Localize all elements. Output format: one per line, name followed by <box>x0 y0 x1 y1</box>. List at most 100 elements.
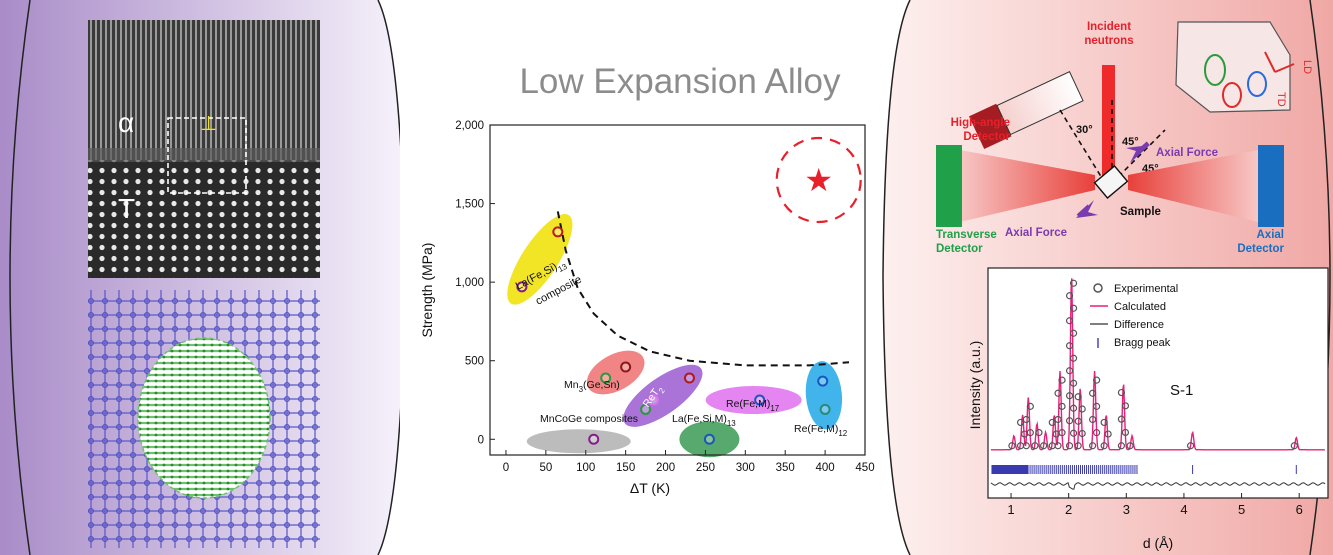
data-point <box>588 433 600 445</box>
experimental-point <box>1186 442 1195 450</box>
experimental-point <box>1093 429 1101 437</box>
experimental-point <box>1069 429 1078 437</box>
experimental-point <box>1078 405 1086 413</box>
experimental-point <box>1100 442 1108 450</box>
experimental-point <box>1104 430 1112 438</box>
atomic-structure-model <box>88 290 320 548</box>
right-panel: Incident neutrons High-angle Detector LD T… <box>882 0 1333 555</box>
legend-difference: Difference <box>1114 319 1164 331</box>
region-re-fe-m- <box>705 386 802 414</box>
x-tick-label: 100 <box>576 462 595 474</box>
strength-vs-deltaT-chart: 0 50 100 150 200 250 300 350 400 450 0 500 1,000 1,50… <box>400 110 880 500</box>
diffraction-traces <box>990 278 1326 490</box>
label-refem17: Re(Fe,M)17 <box>726 398 780 413</box>
incident-beam <box>1102 65 1115 183</box>
experimental-point <box>1117 415 1126 423</box>
experimental-point <box>1065 342 1074 350</box>
region-re-fe-m- <box>805 361 843 430</box>
experimental-point <box>1089 442 1097 450</box>
experimental-point <box>1065 442 1074 450</box>
experimental-point <box>1058 376 1066 384</box>
experimental-point <box>1054 442 1062 450</box>
experimental-point <box>1058 429 1066 437</box>
experimental-point <box>1121 428 1130 437</box>
diffraction-y-label: Intensity (a.u.) <box>967 341 983 430</box>
data-point <box>552 226 564 238</box>
experimental-point <box>1065 317 1074 325</box>
data-point <box>640 403 652 415</box>
chart-axes: 0 50 100 150 200 250 300 350 400 450 0 500 1,000 1,50… <box>455 120 874 474</box>
axial-force-top-label: Axial Force <box>1156 147 1218 159</box>
y-tick-label: 0 <box>478 434 484 446</box>
diffraction-frame <box>987 267 1329 499</box>
label-lafesim: La(Fe,Si,M)13 <box>672 413 736 428</box>
incident-neutrons-label: Incident neutrons <box>1084 21 1133 47</box>
experimental-point <box>1069 404 1078 412</box>
experimental-point <box>1065 292 1074 300</box>
alpha-phase-label: α <box>118 107 134 138</box>
experimental-point <box>1089 389 1097 397</box>
experimental-point <box>1022 415 1030 424</box>
td-label: TD <box>1275 92 1287 107</box>
legend-experimental-marker <box>1093 283 1103 293</box>
ld-label: LD <box>1301 60 1313 74</box>
bragg-dense-block <box>991 465 1029 474</box>
x-tick-label: 50 <box>539 462 552 474</box>
experimental-point <box>1069 329 1078 337</box>
data-point <box>620 361 632 373</box>
transverse-detector-label: Transverse Detector <box>936 229 997 255</box>
region-ret- <box>623 364 703 427</box>
diffraction-x-ticks: 1 2 3 4 5 6 <box>1007 493 1303 517</box>
x-tick-label: 400 <box>816 462 835 474</box>
diff-x-tick-label: 5 <box>1238 502 1245 517</box>
experimental-point <box>1026 402 1034 410</box>
y-tick-label: 500 <box>465 356 484 368</box>
angle-30-label: 30° <box>1076 124 1093 136</box>
experimental-point <box>1069 379 1078 387</box>
axial-detector-label: Axial Detector <box>1237 229 1284 255</box>
legend-bragg: Bragg peak <box>1114 337 1171 349</box>
data-point <box>648 394 660 406</box>
experimental-point <box>1069 279 1078 287</box>
data-point <box>819 403 831 415</box>
region-la-fe-si-m- <box>679 421 740 458</box>
diffraction-pattern-chart: Experimental Calculated Difference Bragg… <box>967 267 1329 551</box>
experimental-point <box>1054 415 1062 424</box>
axial-detector <box>1258 145 1284 227</box>
label-mncoge: MnCoGe composites <box>540 413 638 425</box>
diff-x-tick-label: 2 <box>1065 502 1072 517</box>
x-tick-label: 300 <box>736 462 755 474</box>
experimental-point <box>1026 429 1034 437</box>
target-star-icon: ★ <box>804 161 833 199</box>
experimental-point <box>1022 442 1030 450</box>
experimental-point <box>1065 392 1074 400</box>
legend-experimental: Experimental <box>1114 283 1178 295</box>
data-point <box>516 281 528 293</box>
data-point <box>600 372 612 384</box>
axial-beam <box>1128 150 1258 222</box>
diffraction-legend: Experimental Calculated Difference Bragg… <box>1090 283 1178 349</box>
experimental-point <box>1074 393 1082 401</box>
chart-svg: 0 50 100 150 200 250 300 350 400 450 0 500 1,000 1,50… <box>419 120 875 496</box>
label-refem12: Re(Fe,M)12 <box>794 423 848 438</box>
x-axis-label: ΔT (K) <box>630 480 670 496</box>
diff-x-tick-label: 1 <box>1007 502 1014 517</box>
material-regions <box>507 214 843 458</box>
angle-45-upper-label: 45° <box>1122 136 1139 148</box>
experimental-point <box>1065 367 1074 375</box>
x-tick-label: 450 <box>855 462 874 474</box>
sample-specimen <box>1093 164 1129 200</box>
region-mncoge-composites <box>526 429 631 454</box>
axial-force-bottom-label: Axial Force <box>1005 227 1067 239</box>
experimental-point <box>1058 402 1066 410</box>
data-point <box>817 375 829 387</box>
transverse-beam <box>960 150 1095 222</box>
experimental-point <box>1048 418 1056 427</box>
data-point <box>703 433 715 445</box>
experimental-point <box>1290 442 1298 450</box>
experimental-point <box>1126 442 1134 450</box>
experimental-point <box>1078 429 1086 438</box>
experimental-point <box>1069 304 1078 312</box>
y-axis-label: Strength (MPa) <box>419 243 435 338</box>
data-point <box>754 394 766 406</box>
